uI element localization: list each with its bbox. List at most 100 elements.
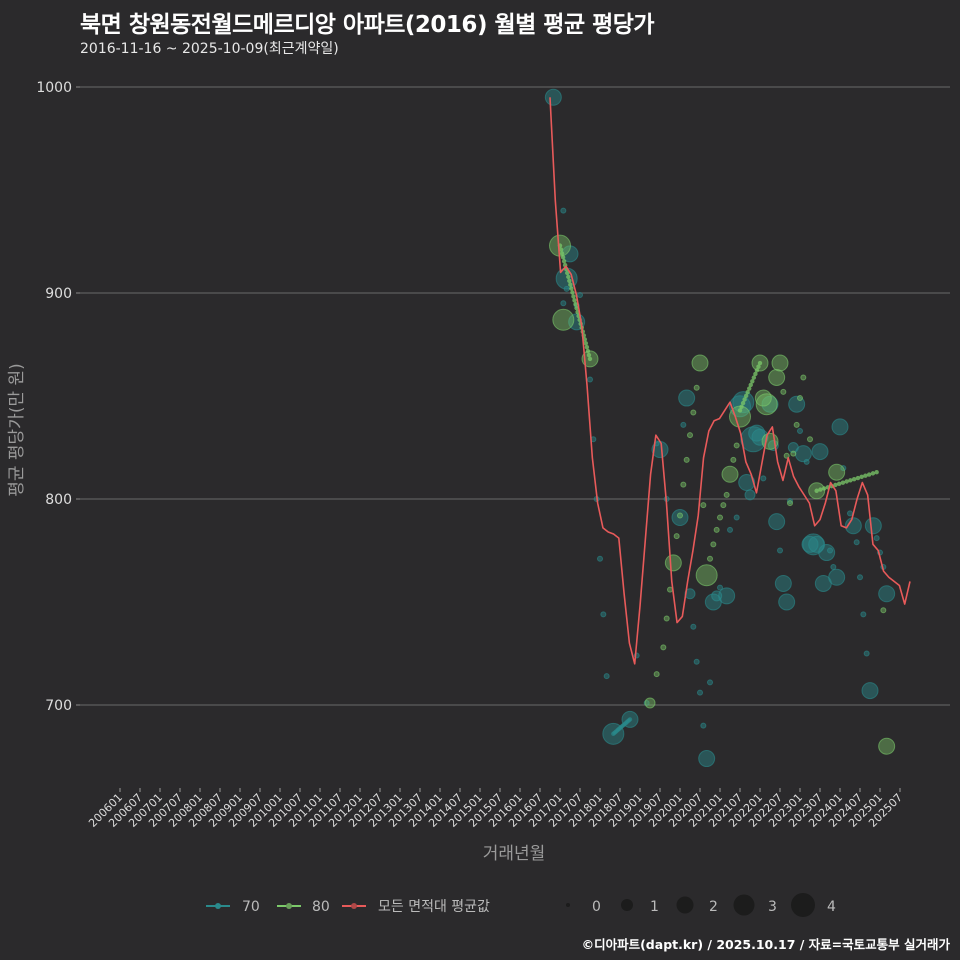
data-point-70: [597, 555, 603, 562]
data-point-80: [660, 644, 667, 651]
data-point-80: [787, 500, 793, 507]
data-point-70: [733, 514, 740, 521]
data-point-80: [717, 514, 723, 521]
trend-dot: [583, 341, 589, 346]
y-tick-label: 800: [45, 492, 72, 508]
data-point-80: [700, 502, 707, 509]
trend-dot: [567, 278, 572, 283]
trend-dot: [571, 294, 576, 299]
data-point-80: [768, 368, 786, 386]
size-1-label: 1: [650, 899, 659, 915]
legend-item-70[interactable]: 70: [206, 899, 260, 915]
data-point-70: [803, 458, 810, 465]
data-point-70: [727, 526, 733, 533]
data-point-80: [880, 607, 887, 614]
data-point-80: [780, 388, 787, 395]
legend: 70 80 모든 면적대 평균값 0 1 2 3 4: [206, 893, 836, 917]
data-point-70: [717, 584, 723, 591]
data-point-80: [707, 555, 713, 562]
trend-dot: [739, 404, 744, 409]
legend-avg-dot-icon: [351, 903, 357, 909]
trend-dot: [863, 473, 868, 478]
trend-dot: [840, 480, 846, 485]
size-0-icon: [566, 903, 570, 907]
data-point-80: [720, 502, 727, 509]
data-point-80: [793, 421, 800, 428]
data-point-80: [680, 481, 687, 488]
data-point-80: [800, 374, 807, 381]
size-4-icon: [791, 893, 815, 917]
data-point-80: [695, 564, 718, 587]
trend-dot: [568, 282, 573, 287]
legend-item-80[interactable]: 80: [277, 899, 330, 915]
data-point-70: [831, 418, 849, 436]
y-axis-ticks: 700 800 900 1000: [36, 80, 80, 714]
series-70-points: [544, 88, 896, 768]
data-point-80: [730, 456, 737, 463]
trend-dot: [561, 259, 567, 264]
legend-70-dot-icon: [215, 903, 221, 909]
size-3-label: 3: [768, 899, 777, 915]
trend-dot: [742, 397, 747, 402]
series-80-points: [549, 234, 896, 755]
source-credit: ©디아파트(dapt.kr) / 2025.10.17 / 자료=국토교통부 실…: [581, 937, 950, 952]
size-3-icon: [733, 894, 755, 916]
data-point-70: [563, 285, 570, 292]
chart-subtitle: 2016-11-16 ~ 2025-10-09(최근계약일): [80, 41, 339, 57]
trend-dot: [587, 356, 593, 362]
gridlines: [80, 86, 950, 706]
data-point-70: [878, 585, 896, 603]
average-polyline: [549, 97, 911, 665]
trend-dot: [585, 348, 591, 354]
data-point-80: [710, 541, 717, 548]
trend-dot: [833, 482, 838, 488]
legend-item-average[interactable]: 모든 면적대 평균값: [342, 899, 490, 915]
trend-dot: [560, 255, 566, 260]
data-point-70: [861, 682, 879, 700]
y-tick-label: 1000: [36, 80, 72, 96]
data-point-70: [828, 568, 846, 586]
data-point-80: [687, 432, 693, 439]
trend-dot: [569, 286, 574, 291]
average-line: [549, 97, 911, 665]
data-point-80: [690, 409, 697, 416]
trend-dot: [559, 251, 565, 256]
data-point-70: [860, 611, 867, 618]
data-point-70: [587, 376, 593, 383]
size-0-label: 0: [592, 899, 601, 915]
data-point-70: [853, 539, 860, 546]
data-point-80: [755, 393, 778, 416]
y-axis-title: 평균 평당가(만 원): [7, 363, 27, 497]
data-point-80: [783, 452, 790, 459]
trend-dot: [737, 408, 743, 413]
data-point-80: [644, 697, 656, 709]
data-point-80: [667, 586, 673, 593]
data-point-80: [693, 384, 700, 391]
size-1-icon: [621, 899, 633, 911]
trend-dot: [821, 486, 827, 491]
data-point-70: [690, 623, 697, 630]
data-point-80: [673, 533, 680, 540]
data-point-70: [847, 510, 853, 517]
trend-dot: [874, 470, 879, 475]
size-2-label: 2: [709, 899, 718, 915]
data-point-70: [577, 292, 583, 299]
trend-dot: [747, 386, 752, 391]
data-point-70: [560, 300, 567, 307]
trend-dot: [740, 400, 746, 406]
legend-80-dot-icon: [286, 903, 292, 909]
data-point-80: [797, 395, 803, 402]
trend-dot: [851, 476, 857, 482]
data-point-80: [653, 671, 660, 678]
data-point-70: [761, 395, 779, 413]
data-point-70: [863, 650, 870, 657]
size-4-label: 4: [827, 899, 836, 915]
trend-dot: [743, 393, 749, 399]
y-tick-label: 700: [45, 698, 72, 714]
data-point-70: [751, 428, 769, 446]
trend-dot: [836, 481, 842, 487]
trend-dot: [818, 487, 823, 492]
data-point-70: [797, 428, 803, 435]
data-point-80: [677, 512, 683, 519]
data-point-70: [774, 574, 792, 592]
